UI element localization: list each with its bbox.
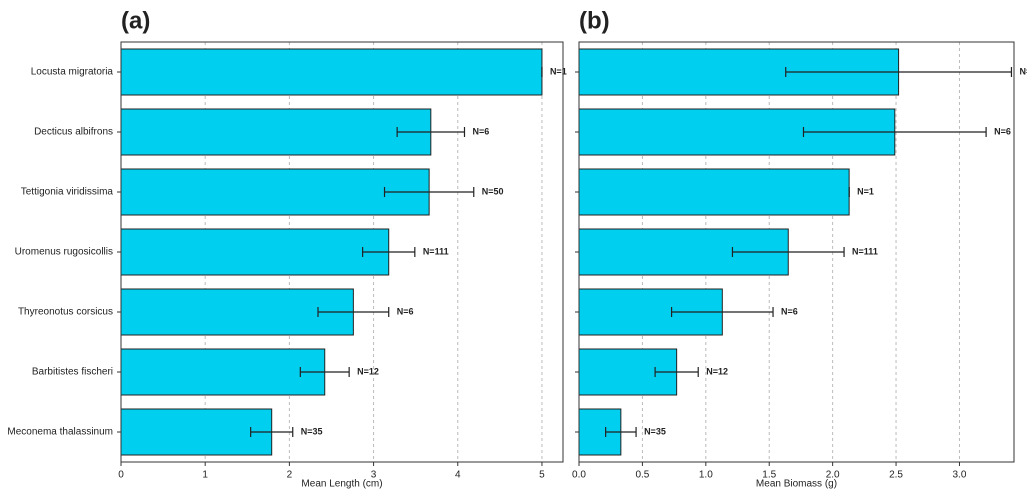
- bar: [121, 229, 389, 275]
- y-tick-label: Thyreonotus corsicus: [18, 307, 113, 318]
- sample-size: N=111: [423, 246, 449, 256]
- x-tick-label: 3.0: [953, 470, 967, 481]
- bar: [121, 169, 429, 215]
- y-tick-label: Locusta migratoria: [31, 67, 114, 78]
- sample-size: N=6: [994, 126, 1011, 136]
- sample-size: N=35: [301, 426, 323, 436]
- x-tick-label: 1: [202, 470, 208, 481]
- x-tick-label: 0: [118, 470, 124, 481]
- x-tick-label: 4: [455, 470, 461, 481]
- x-tick-label: 0.0: [572, 470, 586, 481]
- y-tick-label: Tettigonia viridissima: [21, 187, 114, 198]
- x-tick-label: 5: [539, 470, 545, 481]
- sample-size: N=50: [1019, 66, 1027, 76]
- sample-size: N=1: [857, 186, 874, 196]
- sample-size: N=12: [357, 366, 379, 376]
- sample-size: N=35: [644, 426, 666, 436]
- bar: [121, 109, 431, 155]
- sample-size: N=1: [550, 66, 567, 76]
- x-tick-label: 1.0: [699, 470, 713, 481]
- bar: [121, 409, 272, 455]
- sample-size: N=6: [472, 126, 489, 136]
- panel-label: (b): [579, 7, 610, 34]
- figure: (a)012345Mean Length (cm)Locusta migrato…: [0, 0, 1027, 490]
- x-tick-label: 2.5: [889, 470, 903, 481]
- bar: [121, 49, 542, 95]
- bar: [579, 169, 849, 215]
- y-tick-label: Decticus albifrons: [34, 127, 113, 138]
- y-tick-label: Barbitistes fischeri: [32, 367, 113, 378]
- x-axis-label: Mean Biomass (g): [756, 479, 837, 490]
- sample-size: N=6: [397, 306, 414, 316]
- y-tick-label: Meconema thalassinum: [7, 427, 113, 438]
- x-axis-label: Mean Length (cm): [301, 479, 382, 490]
- sample-size: N=111: [852, 246, 878, 256]
- bar: [121, 349, 325, 395]
- x-tick-label: 2: [287, 470, 293, 481]
- sample-size: N=12: [706, 366, 728, 376]
- x-tick-label: 0.5: [635, 470, 649, 481]
- sample-size: N=6: [781, 306, 798, 316]
- panel-label: (a): [121, 7, 150, 34]
- sample-size: N=50: [482, 186, 504, 196]
- y-tick-label: Uromenus rugosicollis: [15, 247, 113, 258]
